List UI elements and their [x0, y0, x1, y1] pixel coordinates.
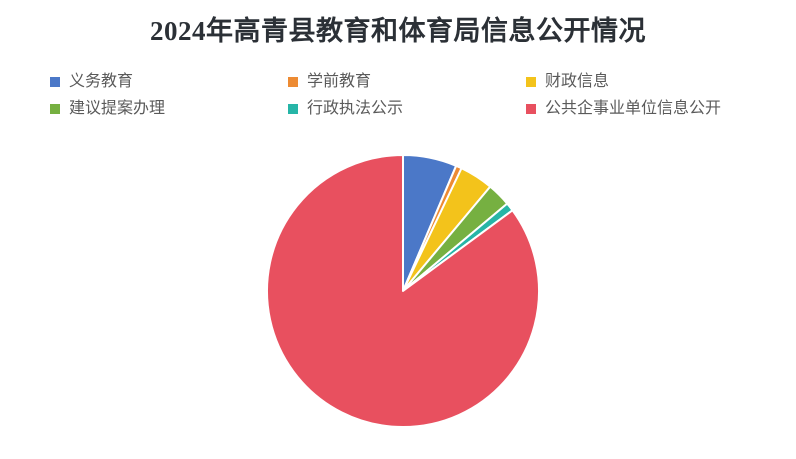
pie-plot-area	[265, 153, 541, 429]
legend-swatch-icon	[288, 103, 298, 114]
legend-item-label: 财政信息	[545, 72, 610, 90]
page-title: 2024年高青县教育和体育局信息公开情况	[150, 16, 646, 46]
legend-item-xueqianjiaoyu[interactable]: 学前教育	[288, 68, 526, 95]
legend-swatch-icon	[50, 103, 60, 114]
legend-swatch-icon	[50, 76, 60, 87]
legend-item-jianyitiananbanli[interactable]: 建议提案办理	[50, 95, 288, 122]
legend-swatch-icon	[526, 103, 536, 114]
legend-item-xingzhengzhifagongshi[interactable]: 行政执法公示	[288, 95, 526, 122]
legend-swatch-icon	[526, 76, 536, 87]
legend-item-label: 义务教育	[69, 72, 134, 90]
legend-swatch-icon	[288, 76, 298, 87]
legend-item-label: 公共企事业单位信息公开	[545, 99, 722, 117]
legend-item-label: 学前教育	[307, 72, 372, 90]
legend-item-caizhengxinxi[interactable]: 财政信息	[526, 68, 760, 95]
pie-slice[interactable]	[266, 154, 540, 428]
chart-legend: 义务教育 学前教育 财政信息 建议提案办理 行政执法公示 公共企事业单位信息公开	[50, 68, 760, 122]
legend-item-gonggongqishiye[interactable]: 公共企事业单位信息公开	[526, 95, 760, 122]
pie-slice-group	[266, 154, 540, 428]
legend-item-label: 行政执法公示	[307, 99, 404, 117]
legend-item-label: 建议提案办理	[69, 99, 166, 117]
legend-item-yiwujiaoyu[interactable]: 义务教育	[50, 68, 288, 95]
pie-svg	[266, 154, 540, 428]
